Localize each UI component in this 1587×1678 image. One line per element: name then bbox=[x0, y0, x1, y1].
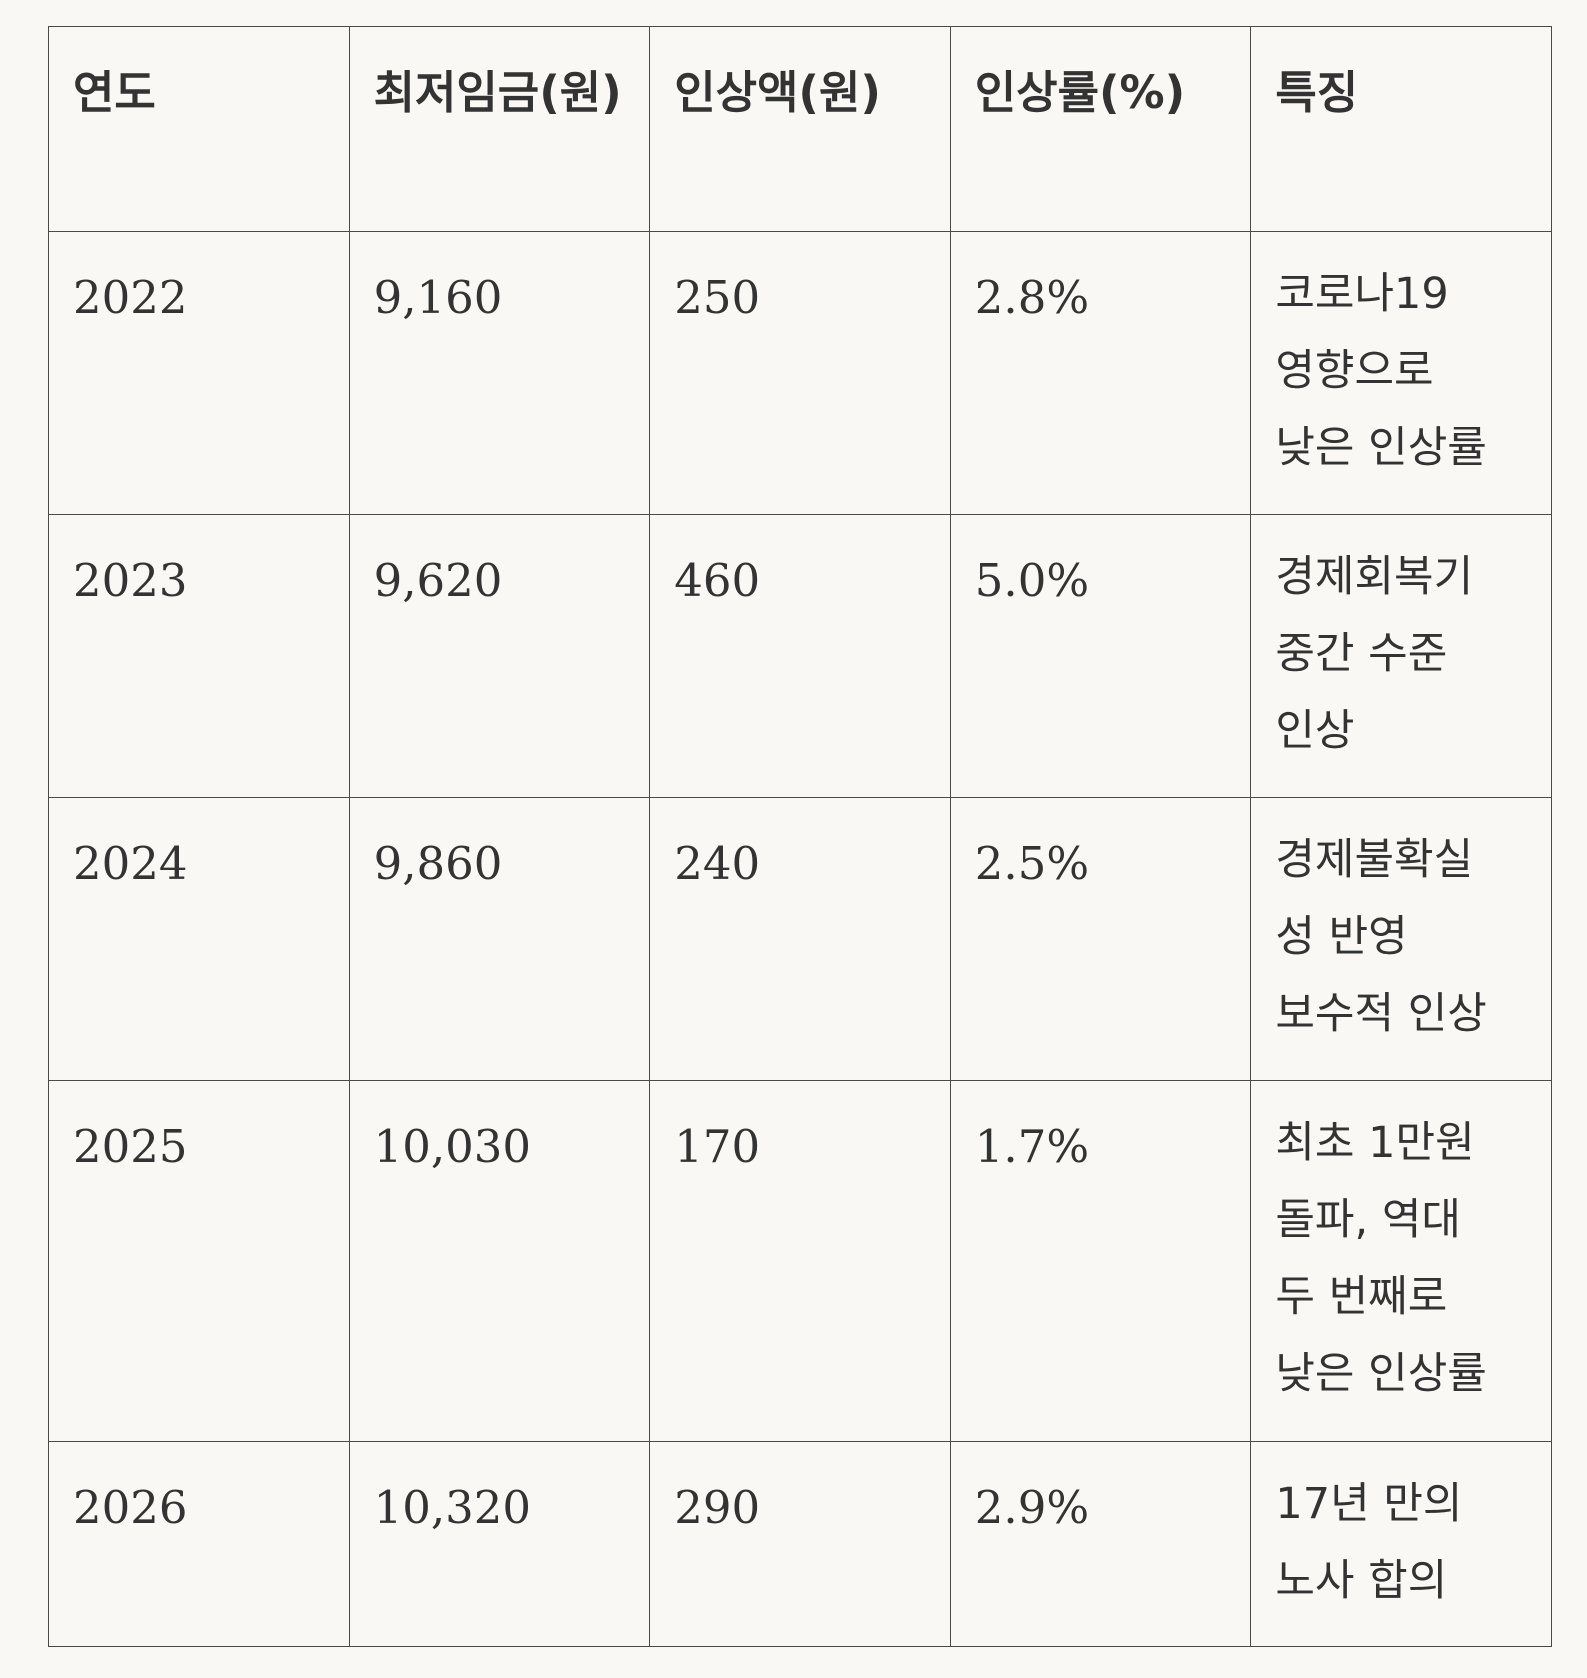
feature-line: 영향으로 bbox=[1275, 346, 1434, 396]
table-body: 2022 9,160 250 2.8% 코로나19 영향으로 낮은 인상률 20… bbox=[48, 231, 1552, 1647]
cell-feature: 코로나19 영향으로 낮은 인상률 bbox=[1250, 231, 1552, 515]
feature-line: 인상 bbox=[1275, 706, 1355, 756]
cell-min-wage: 9,860 bbox=[348, 797, 651, 1081]
header-year: 연도 bbox=[48, 26, 350, 232]
header-row: 연도 최저임금(원) 인상액(원) 인상률(%) 특징 bbox=[48, 26, 1552, 232]
cell-year: 2025 bbox=[48, 1080, 350, 1442]
header-increase-rate: 인상률(%) bbox=[949, 26, 1252, 232]
cell-year: 2023 bbox=[48, 514, 350, 798]
cell-increase-amount: 460 bbox=[649, 514, 951, 798]
table-row: 2022 9,160 250 2.8% 코로나19 영향으로 낮은 인상률 bbox=[48, 231, 1552, 515]
cell-min-wage: 9,620 bbox=[348, 514, 651, 798]
cell-feature: 최초 1만원 돌파, 역대 두 번째로 낮은 인상률 bbox=[1250, 1080, 1552, 1442]
feature-line: 돌파, 역대 bbox=[1275, 1195, 1461, 1245]
cell-increase-amount: 170 bbox=[649, 1080, 951, 1442]
cell-increase-amount: 290 bbox=[649, 1441, 951, 1647]
table-header: 연도 최저임금(원) 인상액(원) 인상률(%) 특징 bbox=[48, 26, 1552, 232]
cell-increase-amount: 240 bbox=[649, 797, 951, 1081]
header-increase-amount: 인상액(원) bbox=[649, 26, 951, 232]
feature-line: 낮은 인상률 bbox=[1275, 423, 1487, 473]
cell-min-wage: 9,160 bbox=[348, 231, 651, 515]
cell-feature: 경제불확실 성 반영 보수적 인상 bbox=[1250, 797, 1552, 1081]
table-row: 2023 9,620 460 5.0% 경제회복기 중간 수준 인상 bbox=[48, 514, 1552, 798]
cell-feature: 경제회복기 중간 수준 인상 bbox=[1250, 514, 1552, 798]
feature-line: 낮은 인상률 bbox=[1275, 1349, 1487, 1399]
cell-increase-rate: 5.0% bbox=[949, 514, 1252, 798]
cell-increase-rate: 2.9% bbox=[949, 1441, 1252, 1647]
cell-year: 2026 bbox=[48, 1441, 350, 1647]
header-feature: 특징 bbox=[1250, 26, 1552, 232]
feature-line: 보수적 인상 bbox=[1275, 989, 1487, 1039]
feature-line: 성 반영 bbox=[1275, 912, 1408, 962]
cell-min-wage: 10,030 bbox=[348, 1080, 651, 1442]
cell-feature: 17년 만의 노사 합의 bbox=[1250, 1441, 1552, 1647]
table-row: 2024 9,860 240 2.5% 경제불확실 성 반영 보수적 인상 bbox=[48, 797, 1552, 1081]
table-row: 2025 10,030 170 1.7% 최초 1만원 돌파, 역대 두 번째로… bbox=[48, 1080, 1552, 1442]
feature-line: 17년 만의 bbox=[1275, 1479, 1463, 1529]
feature-line: 최초 1만원 bbox=[1275, 1118, 1475, 1168]
cell-min-wage: 10,320 bbox=[348, 1441, 651, 1647]
header-min-wage: 최저임금(원) bbox=[348, 26, 651, 232]
cell-increase-rate: 2.8% bbox=[949, 231, 1252, 515]
cell-year: 2022 bbox=[48, 231, 350, 515]
cell-increase-rate: 2.5% bbox=[949, 797, 1252, 1081]
feature-line: 경제회복기 bbox=[1275, 552, 1474, 602]
minimum-wage-table: 연도 최저임금(원) 인상액(원) 인상률(%) 특징 2022 9,160 2… bbox=[48, 26, 1552, 1647]
table-row: 2026 10,320 290 2.9% 17년 만의 노사 합의 bbox=[48, 1441, 1552, 1647]
cell-year: 2024 bbox=[48, 797, 350, 1081]
cell-increase-amount: 250 bbox=[649, 231, 951, 515]
cell-increase-rate: 1.7% bbox=[949, 1080, 1252, 1442]
feature-line: 중간 수준 bbox=[1275, 629, 1448, 679]
feature-line: 경제불확실 bbox=[1275, 835, 1474, 885]
feature-line: 두 번째로 bbox=[1275, 1272, 1448, 1322]
feature-line: 노사 합의 bbox=[1275, 1556, 1448, 1606]
feature-line: 코로나19 bbox=[1275, 269, 1449, 319]
